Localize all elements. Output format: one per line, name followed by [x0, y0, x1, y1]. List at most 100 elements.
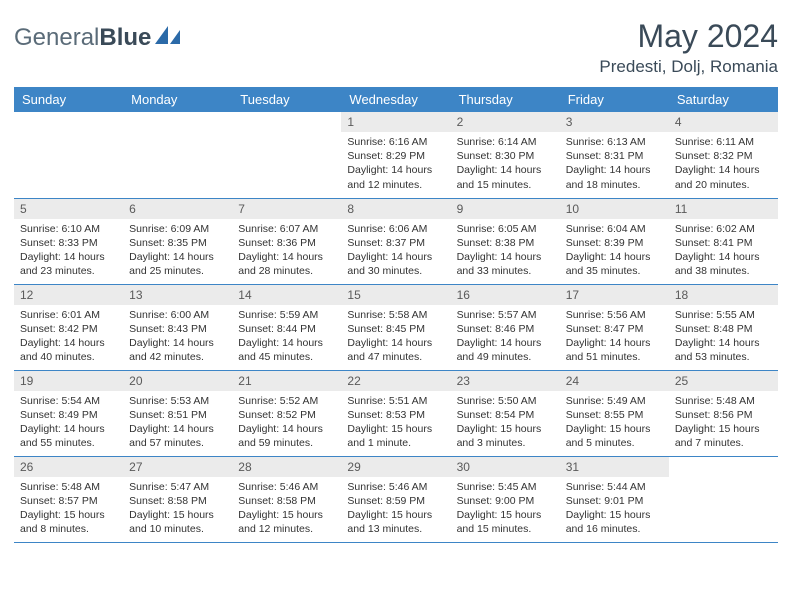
sunset-label: Sunset: — [347, 323, 383, 335]
day-data: Sunrise: 6:07 AMSunset: 8:36 PMDaylight:… — [232, 219, 341, 283]
sunset-value: 8:43 PM — [168, 323, 207, 335]
day-data: Sunrise: 6:14 AMSunset: 8:30 PMDaylight:… — [451, 132, 560, 196]
day-data: Sunrise: 6:01 AMSunset: 8:42 PMDaylight:… — [14, 305, 123, 369]
daylight-label: Daylight: — [566, 423, 607, 435]
day-number: 11 — [669, 199, 778, 219]
daylight-label: Daylight: — [129, 423, 170, 435]
day-number: 3 — [560, 112, 669, 132]
daylight-label: Daylight: — [20, 423, 61, 435]
daylight-label: Daylight: — [675, 337, 716, 349]
sunset-label: Sunset: — [238, 409, 274, 421]
weekday-header: Wednesday — [341, 87, 450, 112]
calendar-cell: 17Sunrise: 5:56 AMSunset: 8:47 PMDayligh… — [560, 284, 669, 370]
day-data: Sunrise: 6:11 AM Sunset: 8:32 PM Daylight:… — [669, 132, 778, 196]
daylight-label: Daylight: — [347, 509, 388, 521]
sunset-value: 8:44 PM — [277, 323, 316, 335]
sunrise-value: 6:09 AM — [171, 223, 210, 235]
daylight-label: Daylight: — [457, 509, 498, 521]
sunset-label: Sunset: — [238, 237, 274, 249]
sunrise-value: 6:10 AM — [61, 223, 100, 235]
header: GeneralBlue May 2024 Predesti, Dolj, Rom… — [14, 18, 778, 77]
sunrise-value: 6:05 AM — [498, 223, 537, 235]
weekday-header: Tuesday — [232, 87, 341, 112]
daylight-label: Daylight: — [20, 251, 61, 263]
sunset-value: 8:36 PM — [277, 237, 316, 249]
day-data: Sunrise: 5:47 AMSunset: 8:58 PMDaylight:… — [123, 477, 232, 541]
sunset-label: Sunset: — [457, 237, 493, 249]
sunrise-value: 5:55 AM — [716, 309, 755, 321]
daylight-label: Daylight: — [129, 509, 170, 521]
calendar-cell: 16Sunrise: 5:57 AMSunset: 8:46 PMDayligh… — [451, 284, 560, 370]
sunrise-value: 5:53 AM — [171, 395, 210, 407]
calendar-cell: 12Sunrise: 6:01 AMSunset: 8:42 PMDayligh… — [14, 284, 123, 370]
sunrise-label: Sunrise: — [347, 223, 386, 235]
weekday-header: Thursday — [451, 87, 560, 112]
daylight-label: Daylight: — [347, 164, 388, 176]
location: Predesti, Dolj, Romania — [599, 57, 778, 77]
sunrise-value: 5:47 AM — [171, 481, 210, 493]
day-number: 10 — [560, 199, 669, 219]
calendar-cell: 15Sunrise: 5:58 AMSunset: 8:45 PMDayligh… — [341, 284, 450, 370]
sunset-label: Sunset: — [675, 237, 711, 249]
sunrise-label: Sunrise: — [675, 136, 714, 148]
day-data: Sunrise: 5:58 AMSunset: 8:45 PMDaylight:… — [341, 305, 450, 369]
sunrise-label: Sunrise: — [457, 395, 496, 407]
calendar-cell: 9Sunrise: 6:05 AMSunset: 8:38 PMDaylight… — [451, 198, 560, 284]
daylight-label: Daylight: — [347, 251, 388, 263]
sunrise-label: Sunrise: — [566, 395, 605, 407]
day-data: Sunrise: 5:49 AMSunset: 8:55 PMDaylight:… — [560, 391, 669, 455]
sunset-value: 9:00 PM — [495, 495, 534, 507]
sunrise-value: 5:46 AM — [280, 481, 319, 493]
sunrise-label: Sunrise: — [457, 223, 496, 235]
calendar-cell: 30Sunrise: 5:45 AMSunset: 9:00 PMDayligh… — [451, 456, 560, 542]
daylight-label: Daylight: — [675, 251, 716, 263]
daylight-label: Daylight: — [457, 423, 498, 435]
sunset-value: 8:45 PM — [386, 323, 425, 335]
sunset-value: 8:32 PM — [713, 150, 752, 162]
logo-sail-icon — [155, 26, 181, 51]
logo-part2: Blue — [99, 24, 151, 51]
sunset-value: 8:37 PM — [386, 237, 425, 249]
sunset-label: Sunset: — [675, 150, 711, 162]
sunset-value: 8:38 PM — [495, 237, 534, 249]
daylight-label: Daylight: — [238, 423, 279, 435]
calendar-cell: 8Sunrise: 6:06 AMSunset: 8:37 PMDaylight… — [341, 198, 450, 284]
calendar-cell: 11Sunrise: 6:02 AMSunset: 8:41 PMDayligh… — [669, 198, 778, 284]
sunrise-value: 6:14 AM — [498, 136, 537, 148]
day-data: Sunrise: 6:10 AMSunset: 8:33 PMDaylight:… — [14, 219, 123, 283]
calendar-cell: 22Sunrise: 5:51 AMSunset: 8:53 PMDayligh… — [341, 370, 450, 456]
calendar-cell: .. — [669, 456, 778, 542]
calendar-cell: 18Sunrise: 5:55 AMSunset: 8:48 PMDayligh… — [669, 284, 778, 370]
day-number: 25 — [669, 371, 778, 391]
sunset-label: Sunset: — [129, 409, 165, 421]
daylight-label: Daylight: — [675, 164, 716, 176]
sunset-value: 8:41 PM — [713, 237, 752, 249]
day-number: 18 — [669, 285, 778, 305]
calendar-cell: 7Sunrise: 6:07 AMSunset: 8:36 PMDaylight… — [232, 198, 341, 284]
day-number: 7 — [232, 199, 341, 219]
sunrise-value: 5:58 AM — [389, 309, 428, 321]
sunrise-value: 6:11 AM — [716, 136, 754, 148]
daylight-label: Daylight: — [566, 509, 607, 521]
sunset-label: Sunset: — [20, 495, 56, 507]
daylight-label: Daylight: — [20, 337, 61, 349]
day-number: 29 — [341, 457, 450, 477]
day-number: 13 — [123, 285, 232, 305]
calendar-table: SundayMondayTuesdayWednesdayThursdayFrid… — [14, 87, 778, 543]
sunset-label: Sunset: — [20, 237, 56, 249]
calendar-cell: .. — [232, 112, 341, 198]
calendar-week-row: 26Sunrise: 5:48 AMSunset: 8:57 PMDayligh… — [14, 456, 778, 542]
sunset-label: Sunset: — [675, 323, 711, 335]
sunset-value: 8:35 PM — [168, 237, 207, 249]
sunset-value: 8:55 PM — [604, 409, 643, 421]
daylight-label: Daylight: — [20, 509, 61, 521]
sunrise-value: 5:51 AM — [389, 395, 428, 407]
day-data: Sunrise: 5:44 AMSunset: 9:01 PMDaylight:… — [560, 477, 669, 541]
day-number: 9 — [451, 199, 560, 219]
sunset-label: Sunset: — [675, 409, 711, 421]
calendar-cell: 19Sunrise: 5:54 AMSunset: 8:49 PMDayligh… — [14, 370, 123, 456]
sunset-label: Sunset: — [566, 323, 602, 335]
day-data: Sunrise: 6:04 AMSunset: 8:39 PMDaylight:… — [560, 219, 669, 283]
weekday-header: Friday — [560, 87, 669, 112]
calendar-cell: 23Sunrise: 5:50 AMSunset: 8:54 PMDayligh… — [451, 370, 560, 456]
